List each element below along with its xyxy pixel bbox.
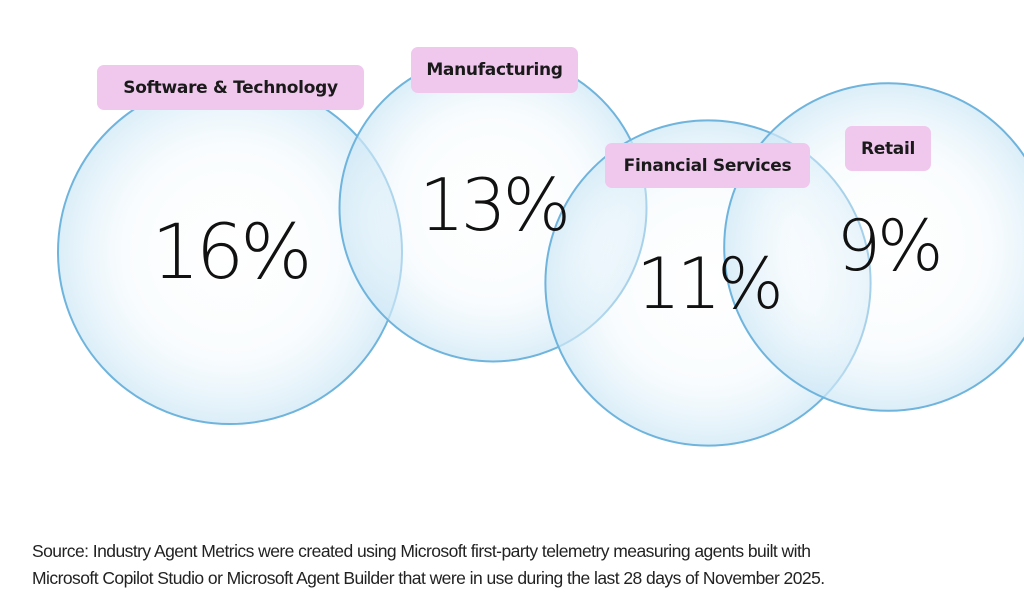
category-label: Software & Technology	[97, 65, 364, 110]
bubbles-group	[57, 53, 1024, 447]
value-label: 13%	[419, 163, 567, 247]
bubble-chart: 16% 13% 11% 9%	[57, 53, 1024, 447]
source-note-line-1: Source: Industry Agent Metrics were crea…	[32, 541, 811, 561]
source-note: Source: Industry Agent Metrics were crea…	[32, 538, 1022, 592]
value-labels-group: 16% 13% 11% 9%	[152, 163, 944, 325]
value-label: 16%	[152, 207, 309, 296]
source-note-line-2: Microsoft Copilot Studio or Microsoft Ag…	[32, 568, 825, 588]
category-label: Manufacturing	[411, 47, 578, 93]
value-label: 11%	[636, 243, 780, 325]
category-label: Financial Services	[605, 143, 810, 188]
category-label: Retail	[845, 126, 931, 171]
value-label: 9%	[836, 205, 939, 287]
